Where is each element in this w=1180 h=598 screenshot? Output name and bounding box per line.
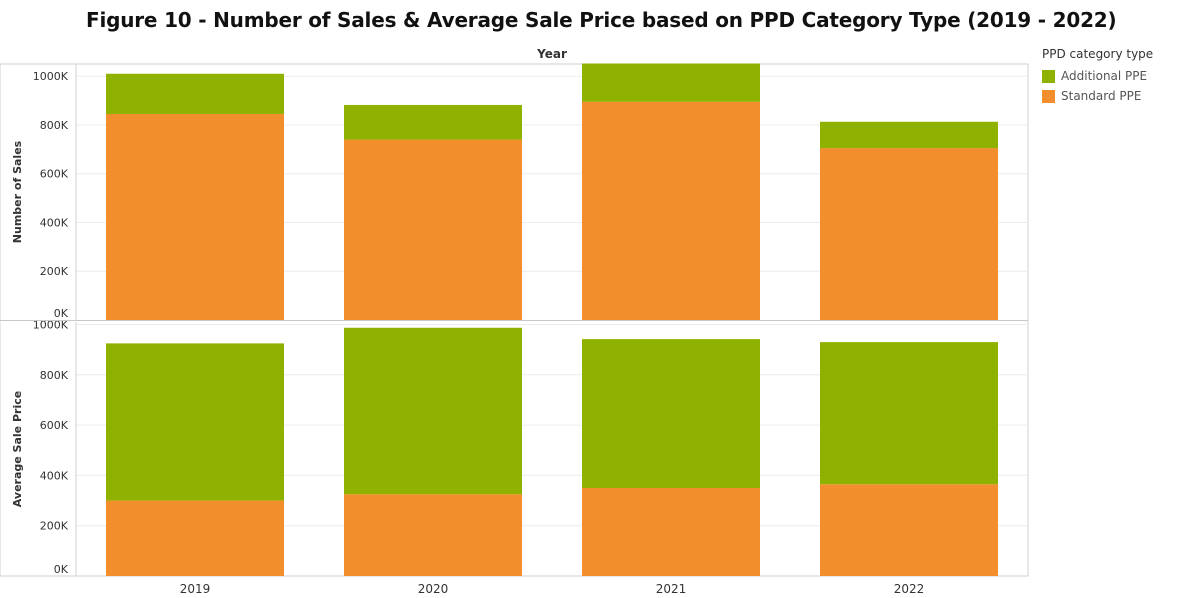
y-tick-label: 600K <box>40 168 69 181</box>
bar-standard-ppe-2020 <box>344 494 522 576</box>
x-tick-label: 2022 <box>894 582 925 596</box>
bar-standard-ppe-2021 <box>582 488 760 576</box>
y-tick-label: 200K <box>40 265 69 278</box>
bar-additional-ppe-2020 <box>344 328 522 494</box>
legend-item-additional-ppe[interactable]: Additional PPE <box>1042 66 1153 86</box>
legend-swatch <box>1042 70 1055 83</box>
legend: PPD category type Additional PPE Standar… <box>1042 47 1153 106</box>
y-axis-title: Average Sale Price <box>11 391 24 507</box>
bar-standard-ppe-2022 <box>820 148 998 320</box>
bar-standard-ppe-2019 <box>106 114 284 320</box>
x-axis-title: Year <box>536 47 567 61</box>
bar-additional-ppe-2019 <box>106 343 284 500</box>
legend-item-standard-ppe[interactable]: Standard PPE <box>1042 86 1153 106</box>
legend-label: Standard PPE <box>1061 89 1141 103</box>
bar-standard-ppe-2019 <box>106 501 284 576</box>
bar-additional-ppe-2020 <box>344 105 522 140</box>
y-tick-label: 800K <box>40 369 69 382</box>
y-tick-label: 1000K <box>33 70 69 83</box>
legend-swatch <box>1042 90 1055 103</box>
y-tick-label: 400K <box>40 216 69 229</box>
bar-additional-ppe-2019 <box>106 74 284 114</box>
y-tick-label: 400K <box>40 469 69 482</box>
legend-label: Additional PPE <box>1061 69 1147 83</box>
y-tick-label: 600K <box>40 419 69 432</box>
bar-additional-ppe-2021 <box>582 64 760 102</box>
bar-standard-ppe-2021 <box>582 102 760 320</box>
y-tick-label: 0K <box>54 563 69 576</box>
y-tick-label: 800K <box>40 119 69 132</box>
bar-additional-ppe-2022 <box>820 342 998 484</box>
bar-additional-ppe-2021 <box>582 339 760 488</box>
x-tick-label: 2021 <box>656 582 687 596</box>
y-axis-title: Number of Sales <box>11 140 24 243</box>
x-tick-label: 2019 <box>180 582 211 596</box>
bar-standard-ppe-2022 <box>820 484 998 576</box>
bar-additional-ppe-2022 <box>820 122 998 148</box>
bar-standard-ppe-2020 <box>344 140 522 320</box>
y-tick-label: 200K <box>40 520 69 533</box>
legend-title: PPD category type <box>1042 47 1153 61</box>
x-tick-label: 2020 <box>418 582 449 596</box>
